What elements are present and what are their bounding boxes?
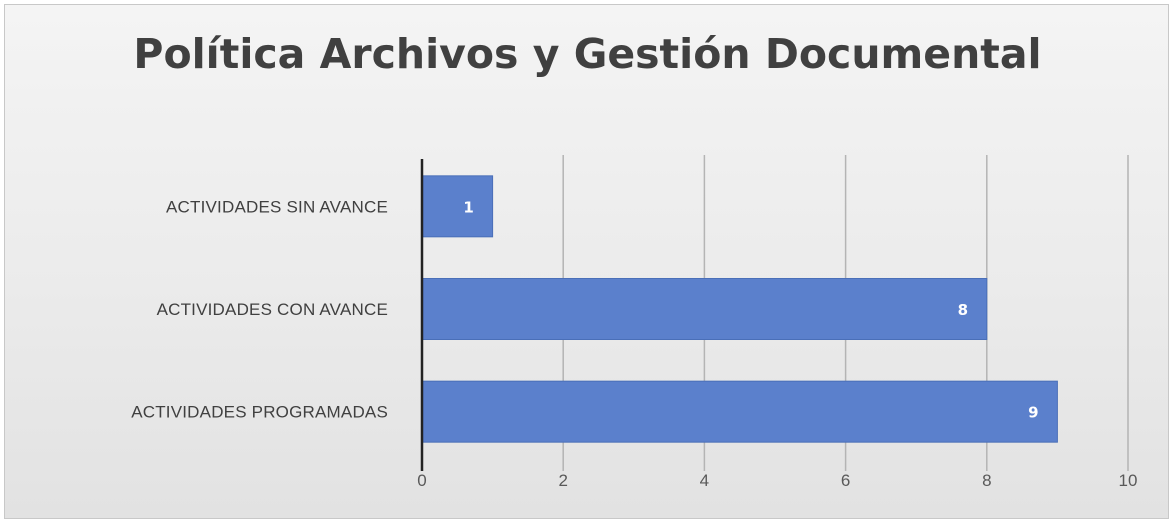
category-label: ACTIVIDADES SIN AVANCE	[166, 197, 388, 216]
x-tick-label: 4	[700, 471, 709, 490]
labels: 0 2 4 6 8 10 1 ACTIVIDADES SIN AVANCE 8 ACTIVIDAD…	[131, 197, 1137, 490]
x-tick-label: 6	[841, 471, 850, 490]
data-label: 1	[463, 198, 473, 216]
category-label: ACTIVIDADES PROGRAMADAS	[131, 403, 388, 422]
x-tick-label: 0	[417, 471, 426, 490]
bars	[421, 175, 1058, 443]
x-tick-label: 2	[558, 471, 567, 490]
chart-title: Política Archivos y Gestión Documental	[133, 30, 1042, 78]
bar-2	[421, 278, 988, 340]
data-label: 8	[958, 301, 968, 319]
bar-chart-plot: 0 2 4 6 8 10 1 ACTIVIDADES SIN AVANCE 8 ACTIVIDAD…	[131, 155, 1137, 490]
chart-container: Política Archivos y Gestión Documental 0…	[4, 4, 1169, 519]
data-label: 9	[1028, 404, 1038, 422]
category-label: ACTIVIDADES CON AVANCE	[157, 300, 388, 319]
x-tick-label: 8	[982, 471, 991, 490]
bar-3	[421, 380, 1058, 443]
bar-1	[421, 175, 494, 238]
x-tick-label: 10	[1119, 471, 1138, 490]
